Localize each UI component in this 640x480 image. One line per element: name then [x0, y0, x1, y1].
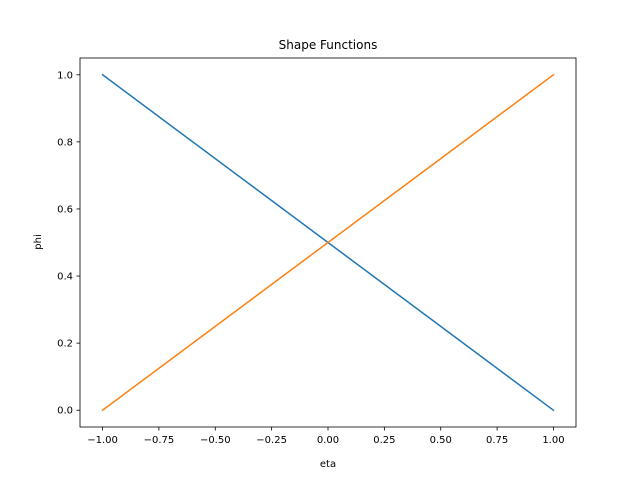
y-tick-label: 0.4	[57, 272, 73, 283]
x-tick-label: 0.00	[317, 435, 339, 446]
chart-title: Shape Functions	[279, 38, 378, 52]
y-tick-label: 0.2	[57, 339, 73, 350]
y-axis-label: phi	[33, 234, 44, 249]
y-tick-label: 1.0	[57, 70, 73, 81]
x-tick-label: −0.75	[144, 435, 175, 446]
x-tick-label: −0.25	[256, 435, 287, 446]
y-tick-label: 0.0	[57, 406, 73, 417]
series-layer	[101, 73, 555, 412]
x-tick-label: 0.25	[373, 435, 395, 446]
x-tick-label: 0.75	[486, 435, 508, 446]
x-tick-label: −1.00	[87, 435, 118, 446]
x-tick-label: 1.00	[542, 435, 564, 446]
x-axis-label: eta	[320, 459, 336, 470]
y-tick-label: 0.8	[57, 137, 73, 148]
axes-layer: −1.00 −0.75 −0.50 −0.25 0.00 0.25 0.50 0.75 1.00…	[57, 57, 577, 446]
y-tick-label: 0.6	[57, 204, 73, 215]
x-tick-label: −0.50	[200, 435, 231, 446]
x-tick-label: 0.50	[430, 435, 452, 446]
series-line-2	[101, 73, 555, 412]
